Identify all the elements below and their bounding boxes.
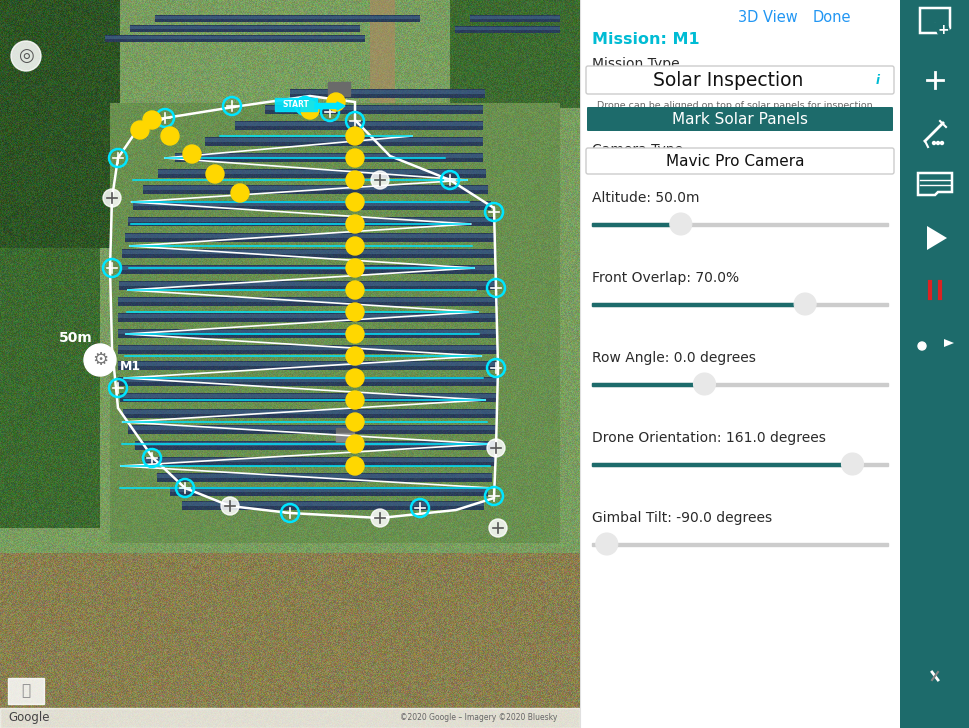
- Circle shape: [346, 347, 363, 365]
- Bar: [0, 708, 579, 728]
- Circle shape: [142, 111, 161, 129]
- FancyBboxPatch shape: [585, 148, 893, 174]
- Circle shape: [488, 519, 507, 537]
- Circle shape: [84, 344, 116, 376]
- Polygon shape: [943, 339, 953, 347]
- Circle shape: [205, 165, 224, 183]
- Text: ©2020 Google – Imagery ©2020 Bluesky: ©2020 Google – Imagery ©2020 Bluesky: [399, 713, 557, 722]
- FancyArrow shape: [315, 102, 345, 110]
- Bar: [915, 333, 943, 351]
- Circle shape: [868, 71, 886, 89]
- Circle shape: [346, 457, 363, 475]
- Circle shape: [11, 41, 41, 71]
- FancyBboxPatch shape: [585, 66, 893, 94]
- Circle shape: [346, 259, 363, 277]
- Bar: [591, 542, 887, 545]
- Text: Mavic Pro Camera: Mavic Pro Camera: [665, 154, 803, 168]
- Text: Row Angle: 0.0 degrees: Row Angle: 0.0 degrees: [591, 351, 755, 365]
- Circle shape: [670, 213, 691, 235]
- Bar: [591, 382, 887, 386]
- Text: START: START: [282, 100, 309, 109]
- Bar: [591, 303, 887, 306]
- Circle shape: [936, 24, 948, 36]
- Circle shape: [595, 533, 617, 555]
- Circle shape: [231, 184, 249, 202]
- Text: Mark Solar Panels: Mark Solar Panels: [672, 111, 807, 127]
- Circle shape: [346, 303, 363, 321]
- FancyBboxPatch shape: [586, 107, 892, 131]
- Text: Mission: M1: Mission: M1: [591, 33, 699, 47]
- Circle shape: [931, 141, 934, 144]
- Bar: [8, 678, 44, 704]
- Text: ⚙: ⚙: [92, 351, 108, 369]
- Text: i: i: [875, 74, 879, 87]
- Circle shape: [131, 121, 149, 139]
- Text: Done: Done: [812, 9, 851, 25]
- Circle shape: [917, 342, 925, 350]
- Bar: [591, 223, 680, 226]
- Text: 50m: 50m: [59, 331, 93, 345]
- Circle shape: [300, 101, 319, 119]
- Circle shape: [346, 413, 363, 431]
- Circle shape: [183, 145, 201, 163]
- Circle shape: [346, 435, 363, 453]
- Text: +: +: [936, 23, 948, 37]
- Circle shape: [346, 237, 363, 255]
- Circle shape: [221, 497, 238, 515]
- Text: Drone Orientation: 161.0 degrees: Drone Orientation: 161.0 degrees: [591, 431, 825, 445]
- Text: Google: Google: [8, 711, 49, 724]
- Bar: [591, 223, 887, 226]
- Bar: [335, 433, 354, 441]
- Circle shape: [346, 149, 363, 167]
- Circle shape: [486, 439, 505, 457]
- Bar: [591, 462, 887, 465]
- Bar: [591, 462, 852, 465]
- Circle shape: [346, 215, 363, 233]
- Circle shape: [346, 391, 363, 409]
- Text: Camera Type: Camera Type: [591, 143, 682, 157]
- Circle shape: [161, 127, 179, 145]
- Text: Altitude: 50.0m: Altitude: 50.0m: [591, 191, 699, 205]
- Circle shape: [841, 453, 862, 475]
- Circle shape: [693, 373, 715, 395]
- Circle shape: [346, 369, 363, 387]
- Circle shape: [346, 127, 363, 145]
- Text: Drone can be aligned on top of solar panels for inspection: Drone can be aligned on top of solar pan…: [597, 100, 872, 109]
- Bar: [275, 98, 317, 111]
- Text: ◎: ◎: [18, 47, 34, 65]
- Text: ⛰: ⛰: [21, 684, 31, 698]
- Text: Gimbal Tilt: -90.0 degrees: Gimbal Tilt: -90.0 degrees: [591, 511, 771, 525]
- Text: 3D View: 3D View: [737, 9, 797, 25]
- Text: Front Overlap: 70.0%: Front Overlap: 70.0%: [591, 271, 738, 285]
- Polygon shape: [926, 226, 946, 250]
- Text: M1: M1: [120, 360, 141, 373]
- Circle shape: [940, 141, 943, 144]
- Circle shape: [346, 171, 363, 189]
- Bar: [328, 82, 350, 96]
- Circle shape: [370, 509, 389, 527]
- Circle shape: [346, 193, 363, 211]
- Circle shape: [935, 141, 939, 144]
- Bar: [591, 382, 703, 386]
- Circle shape: [103, 189, 121, 207]
- Circle shape: [346, 281, 363, 299]
- Text: Mission Type: Mission Type: [591, 57, 679, 71]
- Circle shape: [327, 93, 345, 111]
- Bar: [591, 303, 804, 306]
- Text: Solar Inspection: Solar Inspection: [652, 71, 802, 90]
- Circle shape: [794, 293, 815, 315]
- Circle shape: [370, 171, 389, 189]
- Circle shape: [346, 325, 363, 343]
- Bar: [335, 428, 354, 442]
